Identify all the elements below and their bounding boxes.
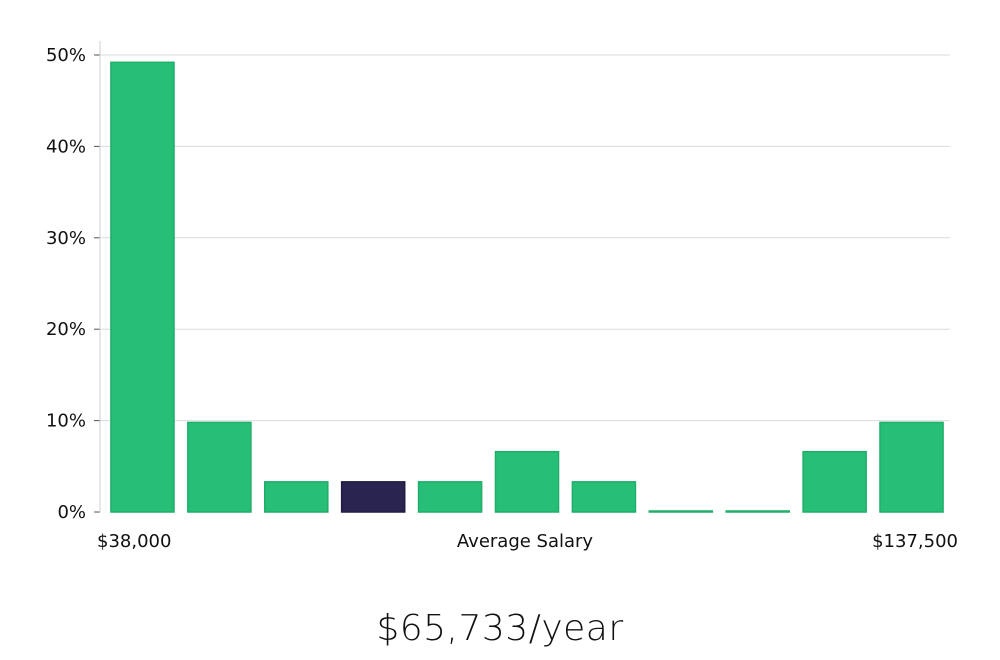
bar — [417, 481, 483, 513]
y-tick-label: 50% — [46, 45, 86, 66]
x-axis-title: Average Salary — [457, 531, 594, 552]
y-tick-label: 10% — [46, 411, 86, 432]
x-min-label: $38,000 — [97, 531, 171, 552]
y-tick-label: 20% — [46, 319, 86, 340]
y-tick-label: 40% — [46, 136, 86, 157]
y-tick-label: 0% — [57, 502, 86, 523]
bar — [725, 510, 791, 513]
y-axis-ticks: 0% 10% 20% 30% 40% 50% — [46, 45, 100, 523]
bar — [879, 421, 944, 513]
bar — [494, 450, 560, 513]
x-max-label: $137,500 — [872, 531, 958, 552]
gridlines — [100, 54, 950, 422]
bar — [263, 481, 329, 513]
bar — [571, 481, 637, 513]
salary-histogram: 0% 10% 20% 30% 40% 50% $38,000 Average Salary… — [46, 41, 958, 552]
y-tick-label: 30% — [46, 228, 86, 249]
bar — [187, 421, 252, 513]
bar — [648, 510, 714, 513]
bar — [802, 450, 867, 513]
bar — [110, 61, 175, 513]
average-salary-value: $65,733/year — [376, 608, 624, 649]
bars — [110, 61, 944, 513]
bar-highlighted — [340, 481, 406, 513]
